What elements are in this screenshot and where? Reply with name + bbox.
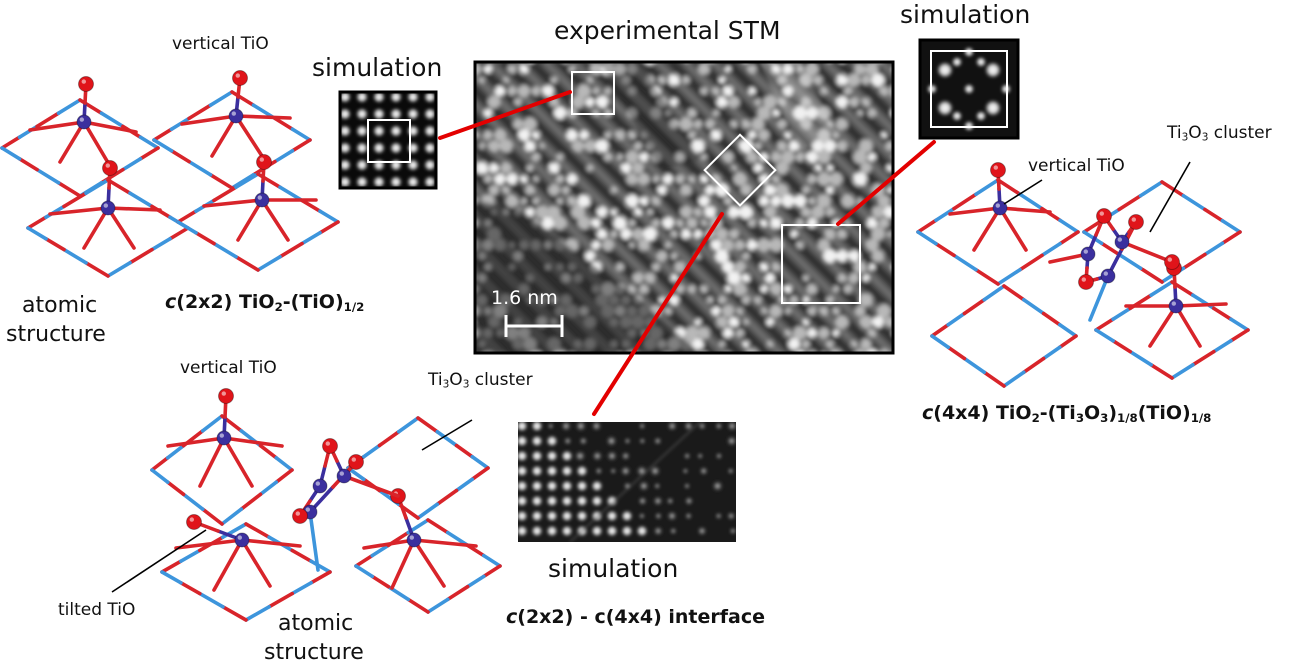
atomic-structure-label-1b: structure xyxy=(6,322,106,347)
atomic-structure-label-2a: atomic xyxy=(278,611,354,636)
simulation-c2x2-image xyxy=(338,90,438,190)
atomic-structure-c2x2 xyxy=(0,70,340,278)
tilted-tio-label: tilted TiO xyxy=(58,600,136,620)
stm-c2x2-frame xyxy=(571,71,615,115)
atomic-structure-label-1a: atomic xyxy=(22,293,98,318)
pointer-ti3o3-bottom xyxy=(421,419,473,451)
atomic-structure-interface xyxy=(150,388,502,622)
experimental-stm-image xyxy=(473,60,895,355)
callout-lines xyxy=(438,90,936,416)
pointer-ti3o3-right xyxy=(1149,161,1191,233)
vertical-tio-label-2: vertical TiO xyxy=(180,358,277,378)
simulation-interface-image xyxy=(518,422,736,542)
phase-label-c4x4: c(4x4) TiO2-(Ti3O3)1/8(TiO)1/8 xyxy=(922,402,1212,425)
simulation-label-right: simulation xyxy=(900,0,1031,29)
vertical-tio-label-1: vertical TiO xyxy=(172,34,269,54)
experimental-stm-label: experimental STM xyxy=(554,16,781,45)
callout-line-interface xyxy=(592,212,724,416)
scale-bar xyxy=(504,315,564,337)
callout-line-c2x2 xyxy=(438,90,572,140)
simulation-label-left: simulation xyxy=(312,53,443,82)
scale-bar-label: 1.6 nm xyxy=(491,287,558,309)
phase-label-c2x2: c(2x2) TiO2-(TiO)1/2 xyxy=(165,291,365,314)
simulation-c4x4-image xyxy=(918,38,1020,140)
simulation-label-bottom: simulation xyxy=(548,554,679,583)
pointer-lines xyxy=(111,161,1191,593)
pointer-tilted-tio xyxy=(111,529,207,593)
atomic-structure-c4x4 xyxy=(916,162,1250,388)
stm-c4x4-frame xyxy=(781,224,861,304)
stm-interface-frame xyxy=(703,133,777,207)
ti3o3-cluster-label-bottom: Ti3O3 cluster xyxy=(428,370,533,391)
callout-line-c4x4 xyxy=(836,140,936,226)
ti3o3-cluster-label-right: Ti3O3 cluster xyxy=(1167,123,1272,144)
pointer-vertical-tio-right xyxy=(1003,179,1043,205)
phase-label-interface: c(2x2) - c(4x4) interface xyxy=(506,606,765,628)
vertical-tio-label-3: vertical TiO xyxy=(1028,156,1125,176)
atomic-structure-label-2b: structure xyxy=(264,640,364,665)
